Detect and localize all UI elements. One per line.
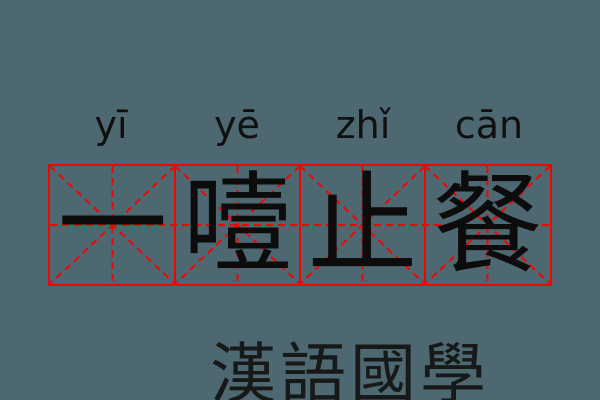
grid-cell-2: 噎: [175, 166, 300, 284]
grid-lines: [50, 166, 550, 284]
pinyin-row: yī yē zhǐ cān: [48, 100, 552, 150]
grid-cell-row: 一 噎 止 餐: [50, 166, 550, 284]
grid-cell-3: 止: [300, 166, 425, 284]
grid-cell-1: 一: [50, 166, 175, 284]
watermark-site-name: 漢語國學: [210, 336, 490, 400]
pinyin-syllable-3: zhǐ: [335, 103, 391, 147]
hanzi-character-4: 餐: [432, 161, 543, 289]
hanzi-character-1: 一: [57, 161, 168, 289]
pinyin-syllable-4: cān: [454, 103, 524, 147]
character-grid: 漢語國學 HanYuGuoXue.com 一 噎 止 餐: [48, 164, 552, 400]
pinyin-syllable-1: yī: [94, 103, 128, 147]
pinyin-syllable-2: yē: [214, 103, 260, 147]
grid-cell-4: 餐: [425, 166, 550, 284]
hanzi-character-2: 噎: [182, 161, 293, 289]
hanzi-character-3: 止: [307, 161, 418, 289]
